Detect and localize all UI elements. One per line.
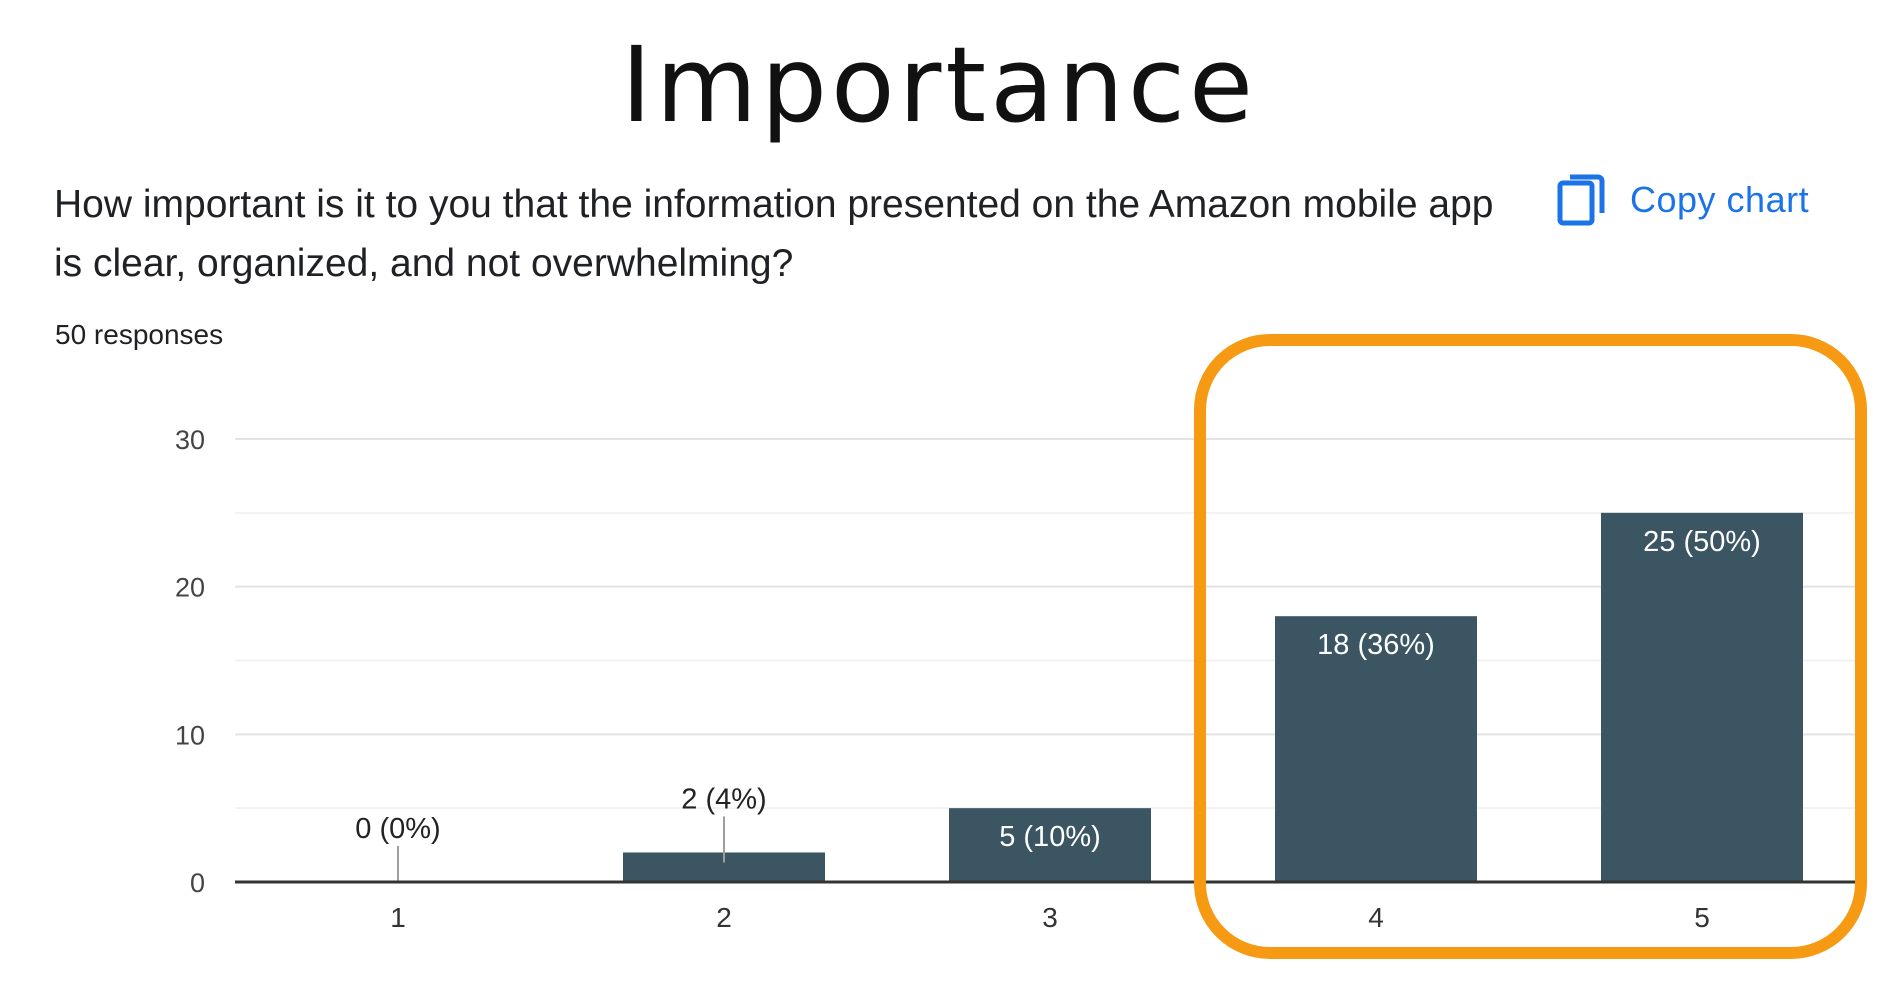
bar xyxy=(1275,616,1477,882)
copy-icon xyxy=(1557,174,1605,226)
data-label: 0 (0%) xyxy=(355,813,440,845)
slide-title: Importance xyxy=(621,24,1257,146)
highlight-box xyxy=(1194,334,1867,959)
copy-chart-button[interactable]: Copy chart xyxy=(1556,168,1809,232)
y-tick-label: 20 xyxy=(175,573,205,603)
data-label: 25 (50%) xyxy=(1643,526,1761,558)
y-tick-label: 0 xyxy=(190,868,205,898)
x-tick-label: 3 xyxy=(1042,902,1058,933)
bar xyxy=(1601,512,1803,882)
copy-chart-label: Copy chart xyxy=(1630,179,1810,220)
x-tick-label: 4 xyxy=(1368,902,1384,933)
x-tick-label: 1 xyxy=(390,902,406,933)
data-label: 18 (36%) xyxy=(1317,629,1435,661)
y-tick-label: 30 xyxy=(175,425,205,455)
question-text: How important is it to you that the info… xyxy=(54,183,1494,285)
x-tick-label: 2 xyxy=(716,902,732,933)
data-label: 5 (10%) xyxy=(999,821,1101,853)
bar xyxy=(949,808,1151,882)
y-tick-label: 10 xyxy=(175,720,205,750)
response-count: 50 responses xyxy=(55,319,224,350)
x-tick-label: 5 xyxy=(1694,902,1710,933)
data-label: 2 (4%) xyxy=(681,783,766,815)
